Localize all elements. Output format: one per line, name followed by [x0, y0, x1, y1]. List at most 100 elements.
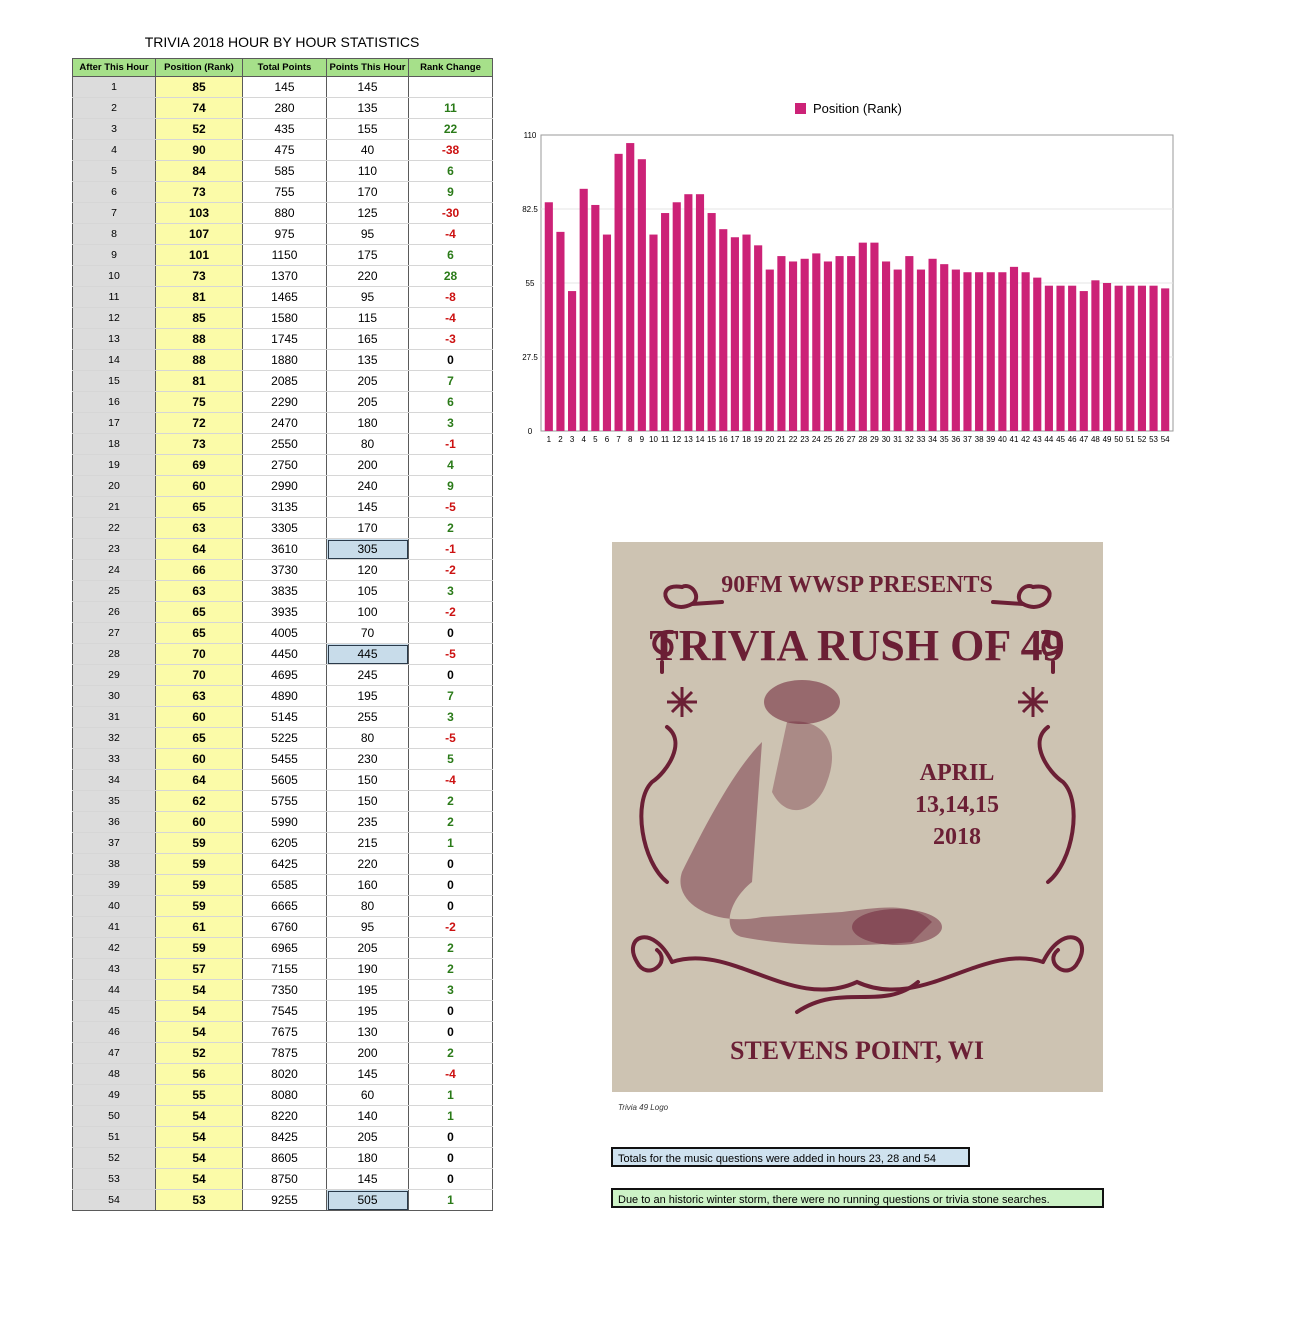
- cell-total-points: 5605: [242, 769, 327, 791]
- cell-hour: 23: [72, 538, 156, 560]
- cell-total-points: 6425: [242, 853, 327, 875]
- bar: [975, 272, 984, 431]
- cell-total-points: 1150: [242, 244, 327, 266]
- x-tick-label: 47: [1079, 435, 1088, 444]
- cell-total-points: 2290: [242, 391, 327, 413]
- x-axis-ticks: 1 2 3 4 5 6 7 8 9 10 11 12 13 14 15 16 17 18 19 20 21 22 23 24 2…: [547, 435, 1171, 444]
- table-row: 1 85 145 145: [72, 76, 493, 98]
- cell-rank-change: 0: [408, 1126, 493, 1148]
- table-row: 18 73 2550 80 -1: [72, 433, 493, 455]
- table-row: 30 63 4890 195 7: [72, 685, 493, 707]
- cell-total-points: 7155: [242, 958, 327, 980]
- bar: [1137, 285, 1146, 431]
- table-row: 9 101 1150 175 6: [72, 244, 493, 266]
- bar: [672, 202, 681, 431]
- cell-hour: 8: [72, 223, 156, 245]
- x-tick-label: 4: [581, 435, 586, 444]
- table-row: 15 81 2085 205 7: [72, 370, 493, 392]
- x-tick-label: 33: [917, 435, 926, 444]
- bar: [893, 269, 902, 431]
- bar: [847, 256, 856, 431]
- cell-rank-change: -8: [408, 286, 493, 308]
- cell-rank-change: 2: [408, 958, 493, 980]
- cell-total-points: 3835: [242, 580, 327, 602]
- bar: [1149, 285, 1158, 431]
- cell-hour: 43: [72, 958, 156, 980]
- table-row: 28 70 4450 445 -5: [72, 643, 493, 665]
- table-body: 1 85 145 145 2 74 280 135 11 3 52 435 155 22 4 90 475 40-…: [72, 76, 493, 1211]
- x-tick-label: 45: [1056, 435, 1065, 444]
- table-row: 7 103 880 125 -30: [72, 202, 493, 224]
- y-tick-label: 0: [528, 427, 533, 436]
- x-tick-label: 28: [858, 435, 867, 444]
- cell-points-this-hour: 175: [326, 244, 409, 266]
- cell-total-points: 6965: [242, 937, 327, 959]
- x-tick-label: 30: [882, 435, 891, 444]
- x-tick-label: 39: [986, 435, 995, 444]
- bar: [986, 272, 995, 431]
- cell-rank-change: 5: [408, 748, 493, 770]
- table-row: 3 52 435 155 22: [72, 118, 493, 140]
- cell-rank-change: 1: [408, 1084, 493, 1106]
- cell-rank-change: -3: [408, 328, 493, 350]
- cell-hour: 24: [72, 559, 156, 581]
- x-tick-label: 12: [672, 435, 681, 444]
- table-row: 12 85 1580 115 -4: [72, 307, 493, 329]
- cell-total-points: 8020: [242, 1063, 327, 1085]
- cell-points-this-hour: 95: [326, 286, 409, 308]
- cell-hour: 14: [72, 349, 156, 371]
- cell-total-points: 7675: [242, 1021, 327, 1043]
- bar: [1056, 285, 1065, 431]
- bar: [765, 269, 774, 431]
- cell-rank: 88: [155, 349, 243, 371]
- cell-points-this-hour: 110: [326, 160, 409, 182]
- cell-rank: 54: [155, 1105, 243, 1127]
- logo-caption: Trivia 49 Logo: [618, 1103, 669, 1112]
- cell-rank-change: 22: [408, 118, 493, 140]
- x-tick-label: 44: [1044, 435, 1053, 444]
- cell-rank-change: 3: [408, 580, 493, 602]
- cell-points-this-hour: 200: [326, 454, 409, 476]
- x-tick-label: 15: [707, 435, 716, 444]
- logo-scrollwork: [630, 584, 1085, 1014]
- cell-total-points: 8750: [242, 1168, 327, 1190]
- cell-hour: 12: [72, 307, 156, 329]
- logo-date-days: 13,14,15: [915, 792, 999, 818]
- table-row: 23 64 3610 305 -1: [72, 538, 493, 560]
- cell-points-this-hour: 145: [326, 1063, 409, 1085]
- x-tick-label: 24: [812, 435, 821, 444]
- cell-total-points: 5990: [242, 811, 327, 833]
- table-row: 27 65 4005 70 0: [72, 622, 493, 644]
- cell-rank-change: 2: [408, 1042, 493, 1064]
- cell-rank-change: -5: [408, 496, 493, 518]
- cell-total-points: 5755: [242, 790, 327, 812]
- cell-hour: 1: [72, 76, 156, 98]
- x-tick-label: 11: [661, 435, 670, 444]
- cell-total-points: 5455: [242, 748, 327, 770]
- header-rank-change: Rank Change: [408, 58, 493, 77]
- cell-hour: 44: [72, 979, 156, 1001]
- cell-total-points: 7875: [242, 1042, 327, 1064]
- cell-rank-change: 0: [408, 895, 493, 917]
- cell-hour: 4: [72, 139, 156, 161]
- header-points-this-hour: Points This Hour: [326, 58, 409, 77]
- cell-total-points: 2470: [242, 412, 327, 434]
- table-header-row: After This Hour Position (Rank) Total Po…: [72, 58, 493, 77]
- cell-rank: 73: [155, 181, 243, 203]
- winter-storm-note: Due to an historic winter storm, there w…: [611, 1188, 1104, 1208]
- cell-rank-change: 0: [408, 622, 493, 644]
- cell-rank: 72: [155, 412, 243, 434]
- cell-rank-change: -4: [408, 307, 493, 329]
- table-row: 36 60 5990 235 2: [72, 811, 493, 833]
- cell-rank-change: 0: [408, 664, 493, 686]
- legend-swatch: [795, 103, 806, 114]
- y-axis-ticks: 0 27.5 55 82.5 110: [522, 131, 538, 436]
- cell-rank: 52: [155, 118, 243, 140]
- cell-points-this-hour: 105: [326, 580, 409, 602]
- cell-rank-change: -4: [408, 223, 493, 245]
- bar: [940, 264, 949, 431]
- bar: [544, 202, 553, 431]
- cell-rank: 55: [155, 1084, 243, 1106]
- cell-rank: 59: [155, 937, 243, 959]
- cell-hour: 50: [72, 1105, 156, 1127]
